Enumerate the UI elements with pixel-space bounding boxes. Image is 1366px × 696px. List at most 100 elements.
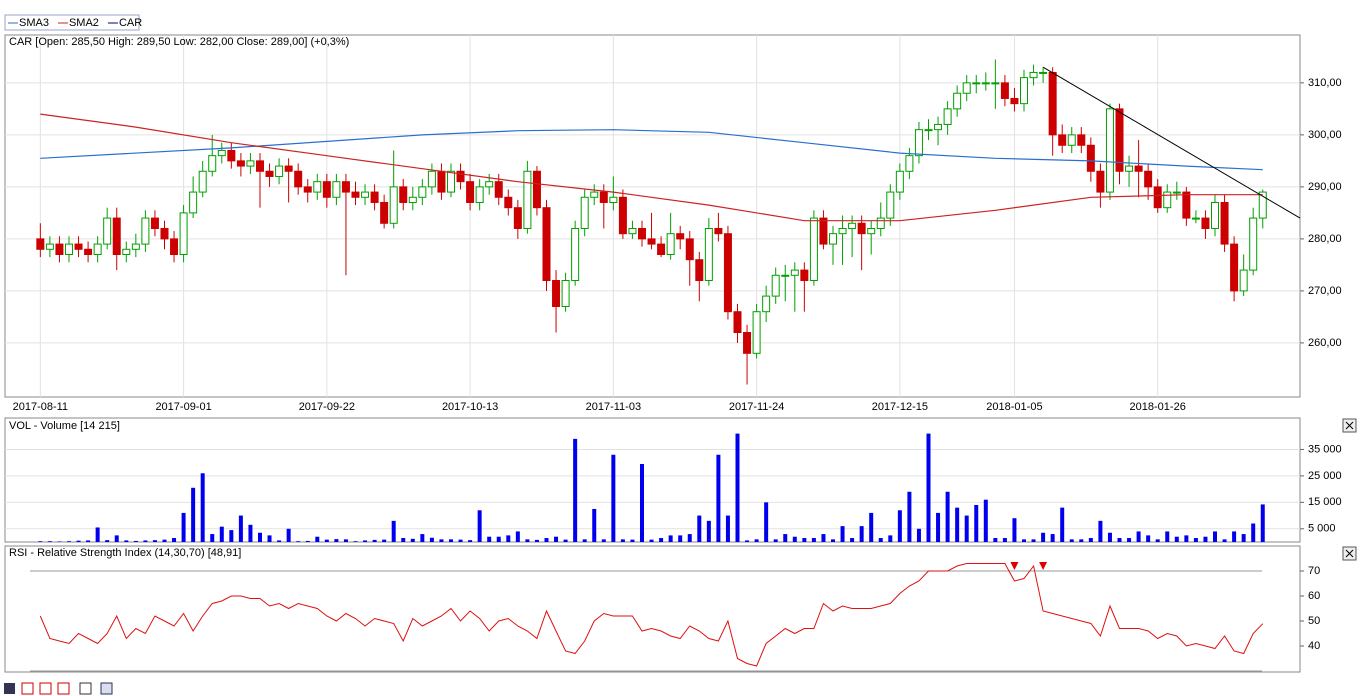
candle-body (399, 186, 408, 203)
candle-body (1134, 165, 1143, 172)
volume-bar (735, 433, 740, 542)
volume-bar (257, 532, 262, 542)
candle-body (552, 279, 561, 308)
candle-body (131, 243, 140, 250)
candle-body (84, 248, 93, 255)
volume-bar (343, 539, 348, 542)
volume-bar (305, 540, 310, 542)
candle-body (494, 181, 503, 198)
candle-body (590, 191, 599, 198)
candle-body (1067, 134, 1076, 146)
candle-body (418, 186, 427, 198)
y-tick-label: 5 000 (1308, 523, 1336, 535)
volume-bar (401, 538, 406, 542)
print-button[interactable] (100, 682, 113, 695)
legend-box (4, 14, 140, 31)
volume-bar (725, 515, 730, 542)
y-tick-label: 280,00 (1308, 233, 1342, 245)
tool-button[interactable] (21, 682, 34, 695)
rsi-panel (4, 545, 1301, 673)
close-volume[interactable] (1342, 418, 1357, 433)
volume-bar (1213, 531, 1218, 542)
candle-body (762, 295, 771, 313)
candle-body (1182, 191, 1191, 219)
volume-bar (926, 433, 931, 542)
candle-body (1230, 243, 1239, 292)
volume-bar (76, 540, 81, 542)
candle-body (1163, 191, 1172, 209)
y-tick-label: 70 (1308, 565, 1320, 577)
candle-body (609, 196, 618, 203)
candle-body (370, 191, 379, 203)
candle-body (1191, 217, 1200, 220)
zoom-button[interactable] (79, 682, 92, 695)
candle-body (93, 243, 102, 255)
signal-marker (1010, 562, 1019, 570)
plot-layer: 260,00 270,00 280,00 290,00 300,00 310,00 2017… (5, 17, 1342, 672)
volume-bar (429, 537, 434, 542)
y-tick-label: 300,00 (1308, 129, 1342, 141)
candle-body (876, 217, 885, 229)
x-tick-label: 2017-08-11 (13, 401, 68, 413)
volume-bar (754, 539, 759, 542)
volume-bar (1136, 531, 1141, 542)
candle-body (800, 269, 809, 281)
candle-body (475, 186, 484, 203)
volume-bar (1260, 504, 1265, 542)
candle-body (1258, 191, 1267, 219)
candle-body (1000, 82, 1009, 99)
tool-button[interactable] (57, 682, 70, 695)
volume-bar (601, 539, 606, 542)
sma-line (40, 129, 1263, 171)
candle-body (809, 217, 818, 281)
volume-bar (716, 454, 721, 542)
y-tick-label: 260,00 (1308, 337, 1342, 349)
volume-title: VOL - Volume [14 215] (9, 420, 120, 432)
volume-bar (1146, 535, 1151, 542)
candle-body (141, 217, 150, 245)
volume-bar (1069, 539, 1074, 542)
y-tick-label: 270,00 (1308, 285, 1342, 297)
candle-body (532, 170, 541, 209)
volume-bar (324, 539, 329, 542)
tool-button[interactable] (39, 682, 52, 695)
volume-bar (57, 541, 62, 542)
candle-body (637, 227, 646, 240)
candle-body (542, 207, 551, 281)
y-tick-label: 25 000 (1308, 470, 1342, 482)
volume-bar (38, 541, 43, 542)
close-rsi[interactable] (1342, 546, 1357, 561)
volume-bar (611, 454, 616, 542)
save-button[interactable] (4, 683, 15, 694)
candle-body (838, 227, 847, 235)
candle-body (284, 165, 293, 172)
volume-bar (267, 535, 272, 542)
candle-body (74, 243, 83, 250)
y-tick-label: 290,00 (1308, 181, 1342, 193)
candle-body (1153, 186, 1162, 209)
volume-bar (1050, 534, 1055, 542)
candle-body (437, 170, 446, 193)
volume-bar (238, 515, 243, 542)
candle-body (227, 149, 236, 162)
candle-body (685, 238, 694, 261)
volume-bar (277, 540, 282, 542)
volume-bar (1012, 518, 1017, 542)
candle-body (561, 279, 570, 308)
volume-bar (448, 539, 453, 542)
volume-bar (840, 526, 845, 542)
volume-bar (773, 539, 778, 542)
volume-bar (1222, 539, 1227, 542)
candle-body (723, 233, 732, 313)
candle-body (1144, 170, 1153, 188)
candle-body (790, 269, 799, 276)
volume-bar (955, 507, 960, 542)
volume-bar (573, 438, 578, 542)
volume-bar (458, 539, 463, 542)
candle-body (867, 227, 876, 235)
candle-body (198, 170, 207, 193)
volume-bar (95, 527, 100, 542)
volume-bar (1174, 536, 1179, 542)
volume-bar (850, 538, 855, 542)
volume-bar (143, 540, 148, 542)
